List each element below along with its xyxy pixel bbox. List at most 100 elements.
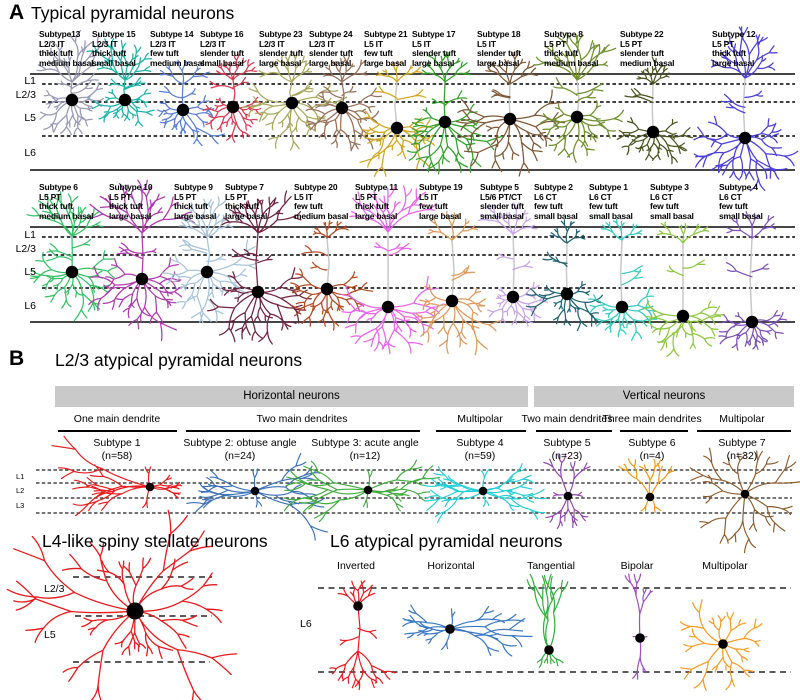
neuron-basal-type: large basal <box>712 57 755 68</box>
subtype-name: Subtype 4 <box>456 437 504 449</box>
neuron-label: Subtype 16 L2/3 IT slender tuft small ba… <box>200 29 266 68</box>
neuron-tuft-type: few tuft <box>364 48 393 59</box>
neuron-basal-type: large basal <box>225 210 268 221</box>
neuron-basal-type: large basal <box>109 210 152 221</box>
subtype-name: Subtype 2: obtuse angle <box>183 437 297 449</box>
layer-label: L5 <box>24 266 36 278</box>
neuron-drawing <box>642 221 725 358</box>
neuron-label: Subtype 4 L6 CT few tuft small basal <box>719 182 785 221</box>
category-underline <box>186 430 420 432</box>
neuron-label: Subtype 18 L5 IT slender tuft large basa… <box>477 29 543 68</box>
category-underline <box>536 430 612 432</box>
neuron-drawing <box>51 435 183 517</box>
neuron-drawing <box>624 573 653 680</box>
subtype-label: Subtype 4 (n=59) <box>456 437 503 462</box>
neuron-drawing <box>290 220 374 331</box>
neuron-basal-type: medium basal <box>150 57 205 68</box>
subtype-name: Subtype 3: acute angle <box>311 437 419 449</box>
neuron-basal-type: medium basal <box>39 210 94 221</box>
neuron-basal-type: small basal <box>92 57 136 68</box>
neuron-drawing <box>305 55 383 152</box>
neuron-subtype-name: Subtype 2 <box>534 182 573 192</box>
subtype-count: (n=32) <box>726 449 758 462</box>
neuron-subtype-name: Subtype 16 <box>200 29 244 39</box>
neuron-basal-type: large basal <box>174 210 217 221</box>
neuron-subtype-name: Subtype 15 <box>92 29 136 39</box>
neuron-label: Subtype 23 L2/3 IT slender tuft large ba… <box>259 29 325 68</box>
neuron-subtype-name: Subtype 17 <box>412 29 456 39</box>
neuron-class: L5 PT <box>620 38 643 49</box>
neuron-basal-type: large basal <box>419 210 462 221</box>
neuron-drawing <box>87 179 196 342</box>
neuron-subtype-name: Subtype 8 <box>544 29 583 39</box>
category-label: Multipolar <box>719 413 765 425</box>
neuron-tuft-type: thick tuft <box>355 201 389 212</box>
panel-a-title: Typical pyramidal neurons <box>31 3 235 23</box>
category-underline <box>697 430 791 432</box>
subtype-label: Subtype 1 (n=58) <box>93 437 140 462</box>
layer-label: L6 <box>24 147 36 159</box>
neuron-tuft-type: thick tuft <box>109 201 143 212</box>
layer-label: L2 <box>16 486 25 495</box>
neuron-class: L5 IT <box>477 38 496 49</box>
subtype-label: Subtype 7 (n=32) <box>718 437 765 462</box>
neuron-subtype-name: Subtype 24 <box>309 29 353 39</box>
neuron-tuft-type: slender tuft <box>200 48 244 59</box>
neuron-drawing <box>414 210 503 356</box>
neuron-tuft-type: slender tuft <box>620 48 664 59</box>
subtype-label: Subtype 3: acute angle (n=12) <box>311 437 418 462</box>
neuron-class: L6 CT <box>719 191 742 202</box>
neuron-class: L2/3 IT <box>150 38 176 49</box>
neuron-class: L5 IT <box>294 191 313 202</box>
layer-label: L1 <box>24 75 36 87</box>
category-label: One main dendrite <box>73 413 161 425</box>
panel-b-title: L2/3 atypical pyramidal neurons <box>55 350 303 370</box>
neuron-label: Subtype 10 L5 PT thick tuft large basal <box>109 182 175 221</box>
subtype-count: (n=59) <box>464 449 496 462</box>
neuron-basal-type: large basal <box>412 57 455 68</box>
neuron-label: Subtype 3 L6 CT few tuft small basal <box>650 182 716 221</box>
subtype-name: Subtype 6 <box>628 437 676 449</box>
neuron-label: Subtype 2 L6 CT few tuft small basal <box>534 182 600 221</box>
subtype-name: Subtype 7 <box>718 437 766 449</box>
neuron-tuft-type: slender tuft <box>309 48 353 59</box>
neuron-label: Subtype 5 L5/6 PT/CT slender tuft small … <box>480 182 546 221</box>
neuron-drawing <box>693 26 799 192</box>
category-label: Inverted <box>337 560 375 572</box>
neuron-basal-type: large basal <box>259 57 302 68</box>
category-label: Three main dendrites <box>602 413 702 425</box>
neuron-subtype-name: Subtype 9 <box>174 182 213 192</box>
neuron-tuft-type: thick tuft <box>92 48 126 59</box>
neuron-subtype-name: Subtype 12 <box>712 29 756 39</box>
neuron-class: L5 PT <box>39 191 62 202</box>
subtype-count: (n=12) <box>349 449 381 462</box>
neuron-drawing <box>588 218 658 341</box>
category-underline <box>620 430 688 432</box>
neuron-label: Subtype 20 L5 IT few tuft medium basal <box>294 182 360 221</box>
subtype-label: Subtype 2: obtuse angle (n=24) <box>183 437 296 462</box>
layer-label: L3 <box>16 501 25 510</box>
neuron-tuft-type: slender tuft <box>480 201 524 212</box>
neuron-tuft-type: thick tuft <box>544 48 578 59</box>
neuron-tuft-type: thick tuft <box>39 201 73 212</box>
neuron-tuft-type: slender tuft <box>412 48 456 59</box>
neuron-subtype-name: Subtype 19 <box>419 182 463 192</box>
neuron-label: Subtype 11 L5 PT thick tuft large basal <box>355 182 421 221</box>
neuron-class: L6 CT <box>650 191 673 202</box>
layer-label: L5 <box>44 629 56 641</box>
neuron-drawing <box>206 190 312 345</box>
subtype-name: Subtype 1 <box>93 437 141 449</box>
neuron-drawing <box>6 509 238 700</box>
section-header-bar: Vertical neurons <box>534 386 794 407</box>
neuron-class: L5 PT <box>712 38 735 49</box>
neuron-drawing <box>616 56 694 165</box>
neuron-basal-type: small basal <box>480 210 524 221</box>
subtype-label: Subtype 6 (n=4) <box>628 437 675 462</box>
neuron-drawing <box>718 210 788 351</box>
neuron-class: L5 PT <box>109 191 132 202</box>
neuron-label: Subtype 6 L5 PT thick tuft medium basal <box>39 182 105 221</box>
neuron-drawing <box>406 51 503 175</box>
neuron-label: Subtype 8 L5 PT thick tuft medium basal <box>544 29 610 68</box>
neuron-label: Subtype 17 L5 IT slender tuft large basa… <box>412 29 478 68</box>
